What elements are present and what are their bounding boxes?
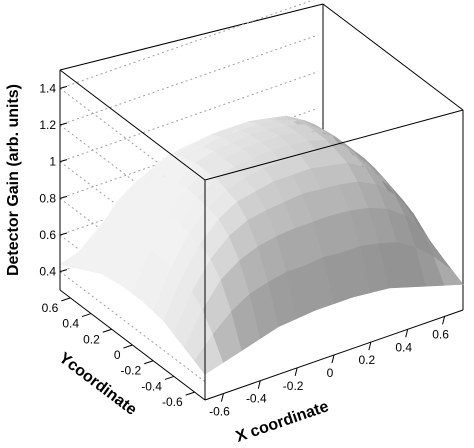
y-tick-label-3: 0 (114, 348, 121, 362)
z-gridline-0 (58, 181, 319, 383)
y-tick-label-0: -0.6 (162, 395, 183, 409)
y-tick-3 (123, 344, 133, 349)
front-frame (59, 69, 464, 400)
x-tick-label-2: -0.2 (283, 379, 304, 393)
y-tick-label-6: 0.6 (42, 301, 59, 315)
z-tick-label-0: 0.4 (39, 265, 56, 279)
x-tick-label-5: 0.4 (395, 340, 412, 354)
y-tick-2 (144, 360, 154, 365)
front-top-right (204, 109, 464, 181)
x-tick-0 (220, 393, 224, 402)
x-tick-4 (368, 342, 372, 351)
x-tick-label-3: 0 (327, 366, 334, 380)
x-tick-5 (405, 329, 409, 338)
y-tick-5 (81, 313, 92, 318)
x-tick-3 (331, 354, 335, 364)
y-tick-0 (185, 391, 195, 396)
y-tick-label-1: -0.4 (141, 379, 162, 393)
x-tick-6 (442, 316, 446, 325)
y-tick-4 (102, 328, 112, 333)
z-axis-title: Detector Gain (arb. units) (5, 84, 22, 276)
z-tick-2 (59, 195, 68, 199)
gain-surface (59, 115, 464, 375)
z-tick-5 (59, 85, 68, 89)
y-tick-1 (164, 375, 175, 380)
y-tick-6 (61, 297, 71, 302)
y-tick-label-5: 0.4 (62, 317, 79, 331)
back-top-right (322, 3, 464, 111)
x-tick-label-6: 0.6 (432, 327, 449, 341)
surface-cell-13-0 (433, 256, 464, 286)
z-tick-label-3: 1 (49, 155, 56, 169)
z-tick-1 (59, 232, 68, 236)
z-tick-label-4: 1.2 (39, 118, 56, 132)
tick-marks (59, 85, 446, 402)
z-tick-label-2: 0.8 (39, 191, 56, 205)
y-axis-title: Ycoordinate (56, 350, 140, 419)
z-tick-label-5: 1.4 (39, 81, 56, 95)
x-tick-label-0: -0.6 (209, 405, 230, 419)
front-top-left (59, 69, 206, 181)
z-tick-0 (59, 269, 68, 273)
x-tick-label-1: -0.4 (246, 392, 267, 406)
x-tick-label-4: 0.2 (359, 353, 376, 367)
z-tick-3 (59, 159, 68, 163)
z-tick-label-1: 0.6 (39, 228, 56, 242)
x-tick-1 (257, 380, 261, 389)
x-tick-2 (294, 367, 298, 376)
y-tick-label-2: -0.2 (121, 364, 142, 378)
tick-labels: -0.6-0.4-0.200.20.40.6-0.6-0.4-0.200.20.… (39, 81, 449, 418)
z-gridline-5 (58, 0, 315, 199)
y-tick-label-4: 0.2 (83, 332, 100, 346)
back-top-left (59, 3, 324, 71)
z-tick-4 (59, 122, 68, 126)
